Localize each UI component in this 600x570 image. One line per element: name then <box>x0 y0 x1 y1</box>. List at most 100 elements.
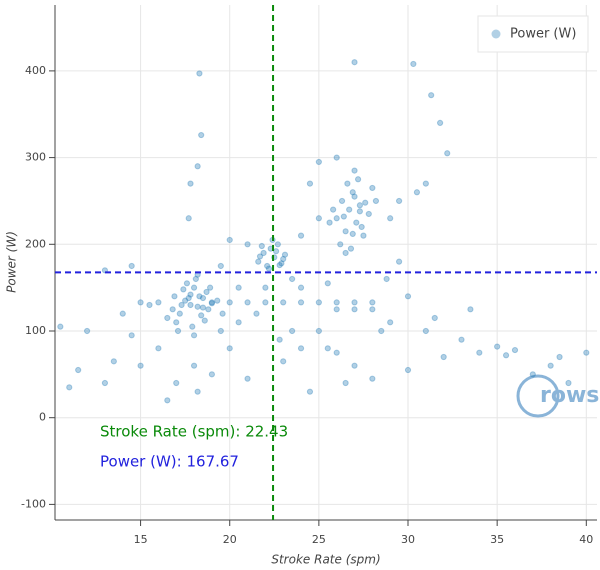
plot-area <box>55 5 597 520</box>
scatter-point <box>235 319 242 326</box>
scatter-point <box>362 199 369 206</box>
scatter-point <box>244 299 251 306</box>
scatter-point <box>344 180 351 187</box>
scatter-point <box>256 253 264 260</box>
scatter-point <box>326 219 333 226</box>
scatter-point <box>349 230 356 237</box>
scatter-point <box>349 189 356 196</box>
scatter-point <box>226 345 233 352</box>
scatter-point <box>253 310 260 317</box>
scatter-point <box>511 346 519 354</box>
scatter-point <box>422 180 429 187</box>
scatter-point <box>171 293 178 300</box>
scatter-point <box>289 327 296 335</box>
scatter-point <box>333 306 340 313</box>
logo-icon <box>516 374 560 418</box>
scatter-point <box>214 297 221 304</box>
scatter-point <box>280 358 287 365</box>
scatter-point <box>272 248 280 255</box>
scatter-point <box>173 319 180 326</box>
legend-box <box>477 15 589 53</box>
scatter-point <box>178 301 185 309</box>
scatter-point <box>547 362 554 369</box>
scatter-point <box>194 303 201 310</box>
scatter-point <box>265 265 273 272</box>
scatter-point <box>226 236 233 244</box>
scatter-point <box>208 300 215 307</box>
legend-label: Power (W) <box>510 27 576 42</box>
scatter-point <box>262 299 269 306</box>
scatter-point <box>297 232 305 239</box>
scatter-point <box>360 232 367 239</box>
scatter-point <box>529 371 536 378</box>
scatter-point <box>185 294 192 302</box>
scatter-point <box>276 336 283 343</box>
scatter-point <box>194 163 201 170</box>
scatter-point <box>315 327 322 335</box>
scatter-point <box>255 258 262 265</box>
scatter-point <box>276 262 283 269</box>
scatter-point <box>198 131 205 139</box>
scatter-point <box>226 299 233 306</box>
scatter-point <box>75 366 82 374</box>
annotation: Power (W): 167.67 <box>100 453 239 471</box>
scatter-point <box>333 299 340 306</box>
legend-marker <box>491 29 501 39</box>
scatter-point <box>444 150 451 157</box>
scatter-point <box>182 297 189 304</box>
scatter-point <box>333 349 340 356</box>
scatter-point <box>258 242 265 250</box>
scatter-point <box>356 202 363 209</box>
x-tick-label: 35 <box>490 533 504 546</box>
scatter-point <box>337 241 344 248</box>
y-tick-label: 300 <box>25 151 46 164</box>
y-tick-label: -100 <box>21 497 46 510</box>
scatter-point <box>244 241 251 248</box>
x-axis-title: Stroke Rate (spm) <box>271 553 380 567</box>
scatter-point <box>565 379 572 387</box>
scatter-point <box>556 353 563 361</box>
scatter-point <box>431 314 438 322</box>
scatter-point <box>83 327 91 335</box>
scatter-point <box>101 379 109 387</box>
scatter-point <box>196 70 203 77</box>
scatter-point <box>354 176 362 183</box>
scatter-point <box>190 284 198 291</box>
scatter-point <box>280 299 287 306</box>
scatter-point <box>297 345 305 352</box>
scatter-point <box>203 288 210 296</box>
scatter-point <box>244 375 251 382</box>
scatter-point <box>404 293 412 300</box>
scatter-point <box>583 349 590 356</box>
scatter-point <box>440 353 447 361</box>
scatter-point <box>264 262 271 270</box>
scatter-point <box>57 323 64 330</box>
scatter-point <box>306 388 314 395</box>
scatter-point <box>187 291 194 298</box>
scatter-point <box>458 336 465 343</box>
scatter-point <box>190 332 198 339</box>
scatter-point <box>351 167 358 174</box>
scatter-point <box>198 312 205 319</box>
scatter-point <box>340 213 347 220</box>
scatter-point <box>199 304 207 311</box>
scatter-point <box>217 327 224 335</box>
scatter-point <box>387 319 394 326</box>
scatter-point <box>190 362 198 369</box>
scatter-point <box>353 219 360 226</box>
scatter-point <box>174 327 182 335</box>
scatter-point <box>351 306 358 313</box>
scatter-point <box>137 362 144 369</box>
scatter-point <box>176 310 183 317</box>
scatter-point <box>467 306 474 313</box>
scatter-point <box>315 299 322 306</box>
scatter-point <box>66 384 73 391</box>
scatter-point <box>315 215 322 222</box>
scatter-point <box>173 379 180 387</box>
scatter-point <box>208 371 215 378</box>
scatter-point <box>476 349 483 356</box>
scatter-point <box>333 154 340 161</box>
scatter-point <box>235 284 242 291</box>
scatter-point <box>342 249 349 257</box>
